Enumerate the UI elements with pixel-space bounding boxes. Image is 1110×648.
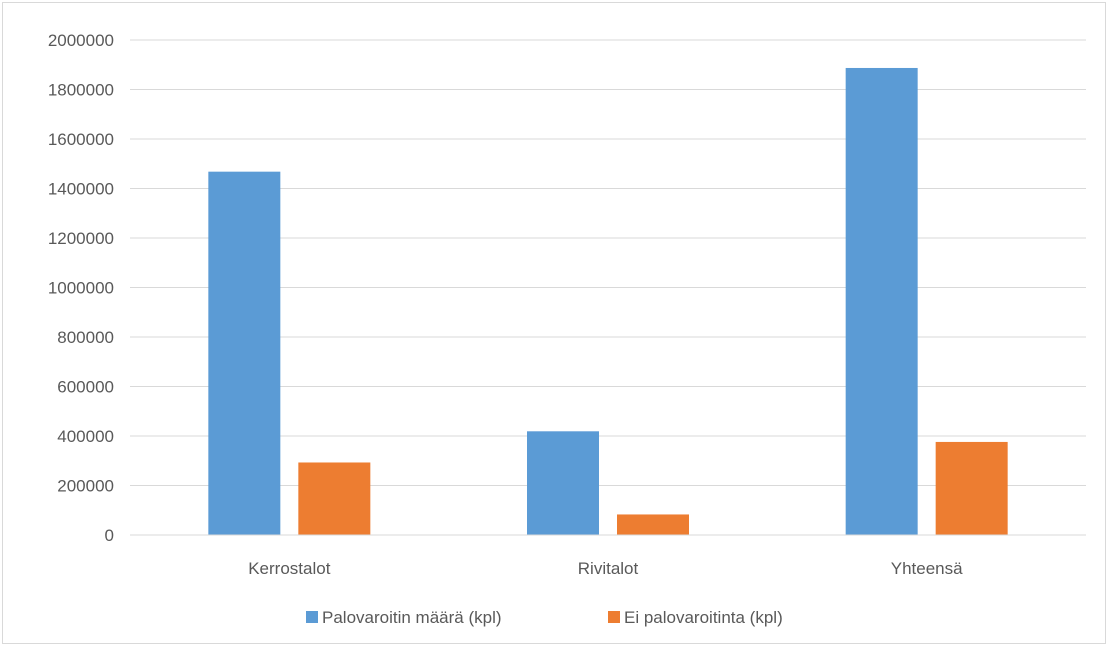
bar-ei-palovaroitinta-2 [935, 441, 1008, 535]
y-tick-label: 1000000 [48, 279, 114, 298]
legend-swatch [608, 611, 620, 623]
bars [208, 67, 1008, 536]
y-tick-label: 0 [105, 526, 114, 545]
x-axis-ticks: Kerrostalot Rivitalot Yhteensä [248, 559, 963, 578]
x-tick-label: Rivitalot [578, 559, 639, 578]
bar-palovaroitin-0 [208, 171, 281, 536]
legend: Palovaroitin määrä (kpl) Ei palovaroitint… [306, 608, 783, 627]
y-axis-ticks: 0 200000 400000 600000 800000 1000000 1200000 1… [48, 31, 114, 545]
y-tick-label: 800000 [57, 328, 114, 347]
y-tick-label: 1400000 [48, 180, 114, 199]
x-tick-label: Yhteensä [891, 559, 963, 578]
y-tick-label: 1800000 [48, 81, 114, 100]
gridlines [130, 39, 1086, 486]
y-tick-label: 1200000 [48, 229, 114, 248]
legend-label: Ei palovaroitinta (kpl) [624, 608, 783, 627]
bar-palovaroitin-2 [845, 67, 918, 535]
bar-palovaroitin-1 [527, 431, 599, 535]
bar-ei-palovaroitinta-1 [617, 514, 689, 535]
y-tick-label: 1600000 [48, 130, 114, 149]
bar-ei-palovaroitinta-0 [298, 462, 371, 535]
y-tick-label: 200000 [57, 477, 114, 496]
y-tick-label: 2000000 [48, 31, 114, 50]
x-tick-label: Kerrostalot [248, 559, 330, 578]
y-tick-label: 400000 [57, 427, 114, 446]
legend-label: Palovaroitin määrä (kpl) [322, 608, 502, 627]
y-tick-label: 600000 [57, 378, 114, 397]
legend-swatch [306, 611, 318, 623]
